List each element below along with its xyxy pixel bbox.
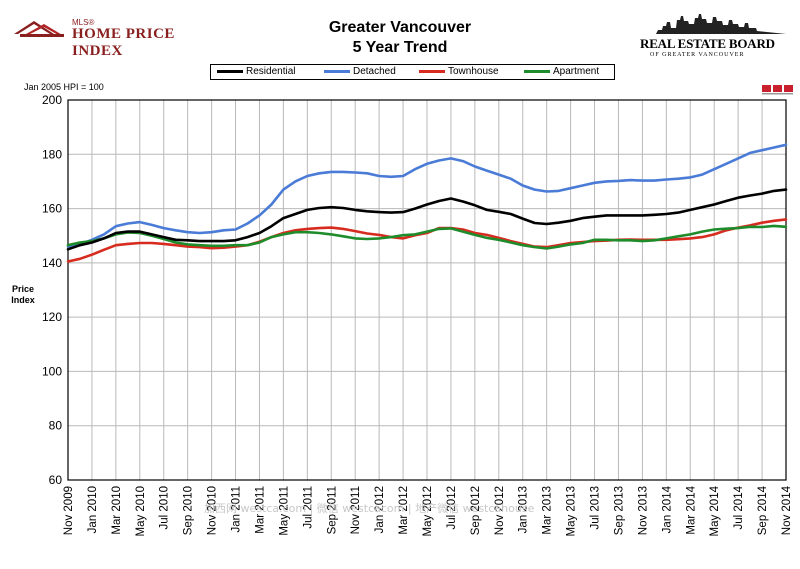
plot-area-border [67,99,787,481]
legend-label-residential: Residential [246,66,296,77]
series-line-detached [66,143,788,248]
grid-layer [67,99,787,481]
series-layer [66,143,788,263]
x-tick-label: Jul 2014 [733,485,745,529]
legend-item-detached: Detached [324,65,396,79]
x-tick-label: Sep 2012 [470,486,482,535]
x-tick-label: Sep 2013 [613,486,625,535]
skyline-icon [636,14,786,34]
x-tick-label: Jan 2011 [231,486,243,532]
x-tick-label: Sep 2014 [757,485,769,535]
y-axis-label: Price Index [6,284,40,306]
x-tick-label: Mar 2014 [685,485,697,534]
x-tick-label: May 2011 [278,486,290,536]
hpi-logo-text: HOME PRICE INDEX [72,26,175,59]
hpi-baseline-note: Jan 2005 HPI = 100 [24,82,104,92]
x-tick-label: Jan 2010 [87,486,99,533]
x-tick-label: Jan 2012 [374,486,386,533]
legend-item-townhouse: Townhouse [419,65,499,79]
axis-layer: 60 80 100 120 140 160 180 200 Nov 2009 Jan 2010 Ma… [42,93,793,537]
x-tick-label: Nov 2009 [63,486,75,535]
watermark-text: 加西网 westca.com | 微信 westcacom | 地产微信 wes… [204,502,535,515]
y-tick-label: 60 [49,473,63,487]
reb-logo-subtext: OF GREATER VANCOUVER [650,52,745,58]
x-tick-label: Mar 2010 [111,486,123,535]
x-tick-label: Nov 2012 [494,486,506,535]
x-tick-label: May 2013 [566,486,578,537]
x-tick-label: Nov 2013 [637,486,649,535]
house-icon [14,21,64,37]
legend-label-apartment: Apartment [553,66,600,77]
legend-label-townhouse: Townhouse [448,66,499,77]
y-tick-label: 80 [49,419,63,433]
legend-swatch-townhouse [419,69,445,73]
title-line-1: Greater Vancouver [328,19,472,36]
chart-title: Greater Vancouver 5 Year Trend [250,18,550,58]
legend-item-apartment: Apartment [524,65,599,79]
legend-swatch-residential [217,69,243,73]
x-tick-label: Sep 2010 [183,486,195,535]
title-line-2: 5 Year Trend [352,39,448,56]
mls-mark: MLS® [72,18,95,27]
x-tick-label: Jan 2014 [661,485,673,533]
legend-swatch-apartment [524,69,550,73]
chart-legend: Residential Detached Townhouse Apartment [210,64,615,80]
series-line-residential [66,188,788,251]
y-tick-label: 120 [42,310,62,324]
mls-badge-icon [760,84,798,96]
y-tick-label: 180 [42,147,62,161]
reb-logo-text: REAL ESTATE BOARD [640,36,775,51]
y-tick-label: 140 [42,256,62,270]
x-tick-label: Jul 2012 [446,486,458,529]
x-tick-label: Jan 2013 [518,486,530,533]
x-tick-label: Mar 2012 [398,486,410,535]
x-tick-label: May 2012 [422,486,434,537]
y-tick-label: 160 [42,202,62,216]
y-tick-label: 200 [42,93,62,107]
x-tick-label: Sep 2011 [326,486,338,534]
y-axis-label-text: Price Index [11,284,35,305]
legend-item-residential: Residential [217,65,295,79]
legend-label-detached: Detached [353,66,396,77]
x-tick-label: Mar 2013 [542,486,554,535]
legend-swatch-detached [324,69,350,73]
x-tick-label: Nov 2014 [781,485,793,535]
mls-hpi-logo: MLS® HOME PRICE INDEX [12,18,222,59]
reb-logo: REAL ESTATE BOARD OF GREATER VANCOUVER [636,12,786,60]
x-tick-label: Jul 2013 [590,486,602,529]
x-tick-label: Mar 2011 [254,486,266,534]
x-tick-label: Jul 2011 [302,486,314,529]
x-tick-label: Jul 2010 [159,486,171,529]
series-line-townhouse [66,218,788,263]
x-tick-label: May 2014 [709,485,721,536]
y-tick-label: 100 [42,364,62,378]
x-tick-label: Nov 2010 [207,486,219,535]
x-tick-label: Nov 2011 [350,486,362,534]
series-line-apartment [66,224,788,250]
x-tick-label: May 2010 [135,486,147,537]
